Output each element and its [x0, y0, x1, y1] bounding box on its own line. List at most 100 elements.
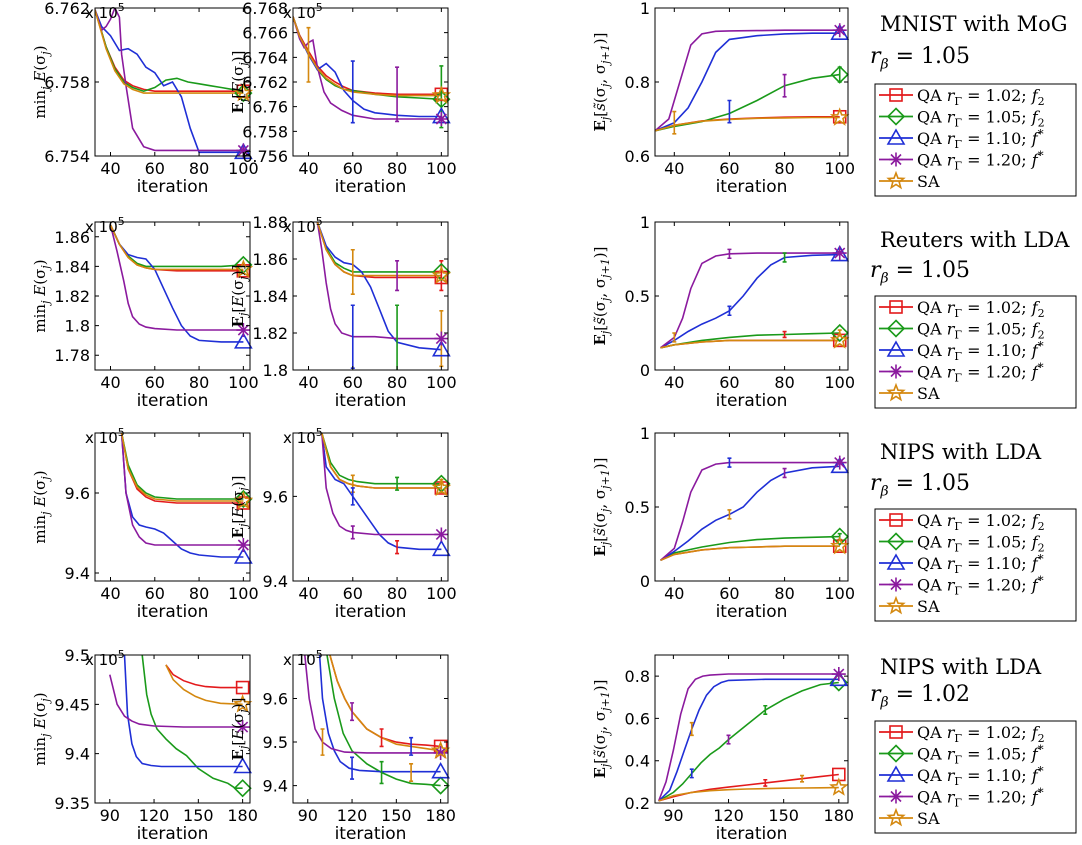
legend-entry-label: QA rΓ = 1.02; f2: [917, 298, 1045, 320]
chart-panel-r2c2: 40 60 80 100 0 0.5 1 iteration Ej[s̃(σj, σj+1)]: [591, 424, 855, 622]
series-marker-4: [233, 490, 254, 510]
legend-entry-label: QA rΓ = 1.10; f*: [917, 552, 1044, 576]
series-marker-2: [830, 456, 850, 474]
chart-panel-r3c0: 90 120 150 180 9.35 9.4 9.45 9.5 iteration x 105 m…: [31, 646, 258, 844]
x-axis-label: iteration: [716, 177, 788, 197]
series-line-2: [120, 433, 244, 558]
legend-entry-label: QA rΓ = 1.05; f2: [917, 320, 1045, 342]
error-bar: [306, 26, 311, 83]
x-tick-label: 80: [387, 373, 407, 392]
x-tick-label: 40: [664, 373, 684, 392]
series-line-4: [658, 786, 839, 802]
series-marker-1: [830, 65, 849, 84]
series-marker-2: [233, 756, 252, 774]
x-tick-label: 90: [100, 806, 120, 825]
x-axis-label: iteration: [335, 824, 407, 844]
x-tick-label: 60: [343, 584, 363, 603]
y-axis-label: Ej[E(σj)]: [229, 698, 250, 761]
y-tick-label: 6.76: [252, 98, 288, 117]
error-bar: [726, 734, 731, 745]
y-tick-label: 1.84: [252, 287, 288, 306]
x-tick-label: 80: [189, 373, 209, 392]
series-line-3: [659, 461, 840, 561]
legend-marker: [886, 170, 906, 190]
series-line-4: [165, 664, 243, 706]
legend-entry-label: QA rΓ = 1.20; f*: [917, 149, 1044, 173]
x-tick-label: 80: [387, 159, 407, 178]
series-marker-3: [832, 23, 847, 38]
error-bar: [782, 73, 787, 98]
y-tick-label: 6.758: [44, 73, 90, 92]
row2-title: Reuters with LDA: [880, 228, 1070, 252]
x-axis-label: iteration: [335, 177, 407, 197]
legend-marker: [886, 532, 906, 551]
y-tick-label: 9.4: [65, 745, 90, 764]
legend-entry-label: QA rΓ = 1.05; f*: [917, 743, 1044, 767]
series-line-1: [120, 433, 244, 500]
legend-marker: [886, 553, 906, 570]
legend-marker: [889, 513, 903, 527]
error-bar: [395, 260, 400, 292]
legend-entry-label: QA rΓ = 1.20; f*: [917, 361, 1044, 385]
y-axis-label: minj E(σj): [31, 45, 52, 118]
error-bar: [782, 467, 787, 479]
x-tick-label: 40: [664, 159, 684, 178]
x-tick-label: 40: [298, 373, 318, 392]
series-line-2: [321, 433, 442, 551]
x-tick-label: 80: [774, 373, 794, 392]
series-line-4: [660, 339, 840, 349]
series-line-0: [293, 16, 442, 96]
series-marker-3: [434, 527, 449, 542]
error-bar: [395, 476, 400, 491]
error-bar: [409, 736, 414, 756]
error-bar: [727, 305, 732, 317]
y-tick-label: 9.4: [263, 777, 288, 796]
x-tick-label: 100: [228, 584, 259, 603]
chart-panel-r0c0: 40 60 80 100 6.754 6.758 6.762 iteration x 105 mi…: [31, 0, 259, 197]
y-axis-label: Ej[E(σj)]: [229, 265, 250, 328]
x-tick-label: 100: [426, 584, 457, 603]
x-tick-label: 80: [774, 159, 794, 178]
legend-entry-label: SA: [917, 172, 940, 191]
series-line-1: [655, 73, 840, 132]
y-tick-label: 9.35: [54, 794, 90, 813]
series-line-3: [316, 222, 442, 340]
x-tick-label: 80: [774, 584, 794, 603]
y-axis-label: Ej[s̃(σj, σj+1)]: [591, 679, 612, 778]
legend-entry-label: QA rΓ = 1.10; f*: [917, 127, 1044, 151]
series-line-2: [293, 16, 442, 118]
chart-panel-r3c2: 90 120 150 180 0.2 0.4 0.6 0.8 iteration Ej[s̃(σj…: [591, 654, 855, 844]
x-tick-label: 100: [228, 373, 259, 392]
series-line-3: [95, 8, 244, 152]
legend-entry-label: QA rΓ = 1.10; f*: [917, 764, 1044, 788]
y-tick-label: 0.6: [625, 709, 650, 728]
series-marker-3: [832, 455, 847, 470]
series-marker-3: [433, 745, 448, 760]
x-tick-label: 90: [298, 806, 318, 825]
y-tick-label: 9.4: [263, 572, 288, 591]
y-axis-label: minj E(σj): [31, 692, 52, 765]
series-line-4: [321, 433, 442, 489]
x-tick-label: 100: [824, 584, 855, 603]
y-tick-label: 1: [640, 424, 650, 443]
series-line-1: [321, 433, 442, 485]
series-line-2: [658, 678, 839, 802]
error-bar: [727, 457, 732, 468]
x-tick-label: 180: [824, 806, 855, 825]
x-tick-label: 180: [227, 806, 258, 825]
series-line-1: [326, 655, 441, 787]
y-tick-label: 1.8: [65, 317, 90, 336]
series-marker-1: [431, 776, 450, 795]
error-bar: [350, 60, 355, 124]
error-bar: [350, 756, 355, 780]
series-line-1: [95, 9, 244, 94]
error-bar: [763, 778, 768, 787]
y-axis-label: Ej[E(σj)]: [229, 476, 250, 539]
legend-entry-label: QA rΓ = 1.05; f2: [917, 533, 1045, 555]
y-tick-label: 1.82: [54, 287, 90, 306]
x-axis-label: iteration: [335, 391, 407, 411]
legend-entry-label: QA rΓ = 1.02; f2: [917, 86, 1045, 108]
legend-marker: [886, 807, 906, 827]
